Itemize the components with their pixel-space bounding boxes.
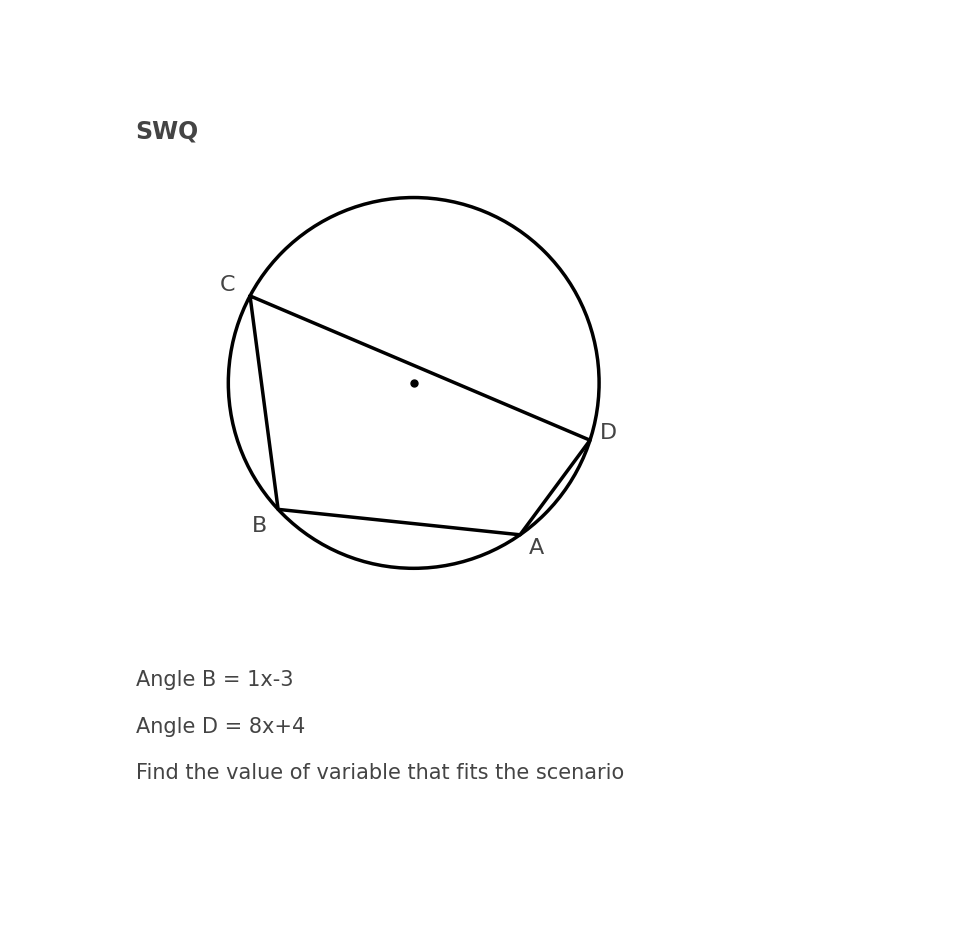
- Text: Angle B = 1x-3: Angle B = 1x-3: [136, 670, 293, 690]
- Text: D: D: [600, 423, 616, 443]
- Text: Find the value of variable that fits the scenario: Find the value of variable that fits the…: [136, 763, 623, 783]
- Text: C: C: [220, 275, 235, 295]
- Text: SWQ: SWQ: [136, 120, 199, 144]
- Text: B: B: [252, 516, 266, 536]
- Text: Angle D = 8x+4: Angle D = 8x+4: [136, 717, 304, 737]
- Text: A: A: [528, 537, 544, 558]
